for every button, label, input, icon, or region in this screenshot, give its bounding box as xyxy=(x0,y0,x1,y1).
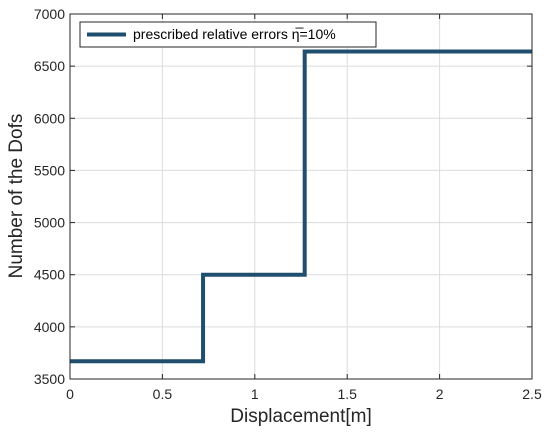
y-tick-label: 5000 xyxy=(34,215,65,231)
y-tick-label: 4000 xyxy=(34,319,65,335)
y-tick-label: 3500 xyxy=(34,371,65,387)
plot-frame xyxy=(69,13,533,380)
x-tick-label: 0 xyxy=(66,386,74,402)
plot-area xyxy=(70,14,532,379)
x-axis-label: Displacement[m] xyxy=(230,406,372,427)
y-tick-label: 5500 xyxy=(34,162,65,178)
x-tick-label: 1 xyxy=(251,386,259,402)
y-tick-label: 6000 xyxy=(34,110,65,126)
x-tick-label: 2.5 xyxy=(522,386,542,402)
y-axis-label: Number of the Dofs xyxy=(6,114,27,279)
x-tick-label: 2 xyxy=(436,386,444,402)
x-tick-label: 1.5 xyxy=(337,386,357,402)
y-axis: 3500 4000 4500 5000 5500 6000 6500 7000 xyxy=(34,6,532,387)
series-line xyxy=(70,49,532,364)
legend-entry: prescribed relative errors η̅=10% xyxy=(133,26,336,42)
x-axis: 0 0.5 1 1.5 2 2.5 xyxy=(66,14,542,402)
y-tick-label: 4500 xyxy=(34,267,65,283)
y-tick-label: 6500 xyxy=(34,58,65,74)
legend: prescribed relative errors η̅=10% xyxy=(79,21,377,48)
legend-box xyxy=(79,21,377,48)
series-layer xyxy=(70,49,532,364)
x-tick-label: 0.5 xyxy=(153,386,173,402)
y-tick-label: 7000 xyxy=(34,6,65,22)
